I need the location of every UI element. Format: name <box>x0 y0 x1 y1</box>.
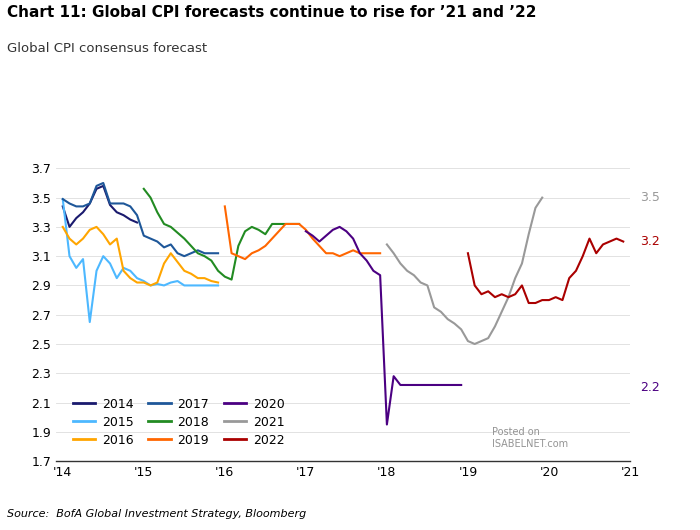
Text: 3.2: 3.2 <box>640 235 660 248</box>
Legend: 2014, 2015, 2016, 2017, 2018, 2019, 2020, 2021, 2022: 2014, 2015, 2016, 2017, 2018, 2019, 2020… <box>68 393 290 452</box>
Text: Posted on
ISABELNET.com: Posted on ISABELNET.com <box>492 427 568 449</box>
Text: 2.2: 2.2 <box>640 382 660 394</box>
Text: ​Source:  BofA Global Investment Strategy, Bloomberg: ​Source: BofA Global Investment Strategy… <box>7 509 307 519</box>
Text: Global CPI consensus forecast: Global CPI consensus forecast <box>7 42 207 56</box>
Text: Chart 11: Global CPI forecasts continue to rise for ’21 and ’22: Chart 11: Global CPI forecasts continue … <box>7 5 536 20</box>
Text: 3.5: 3.5 <box>640 191 660 204</box>
